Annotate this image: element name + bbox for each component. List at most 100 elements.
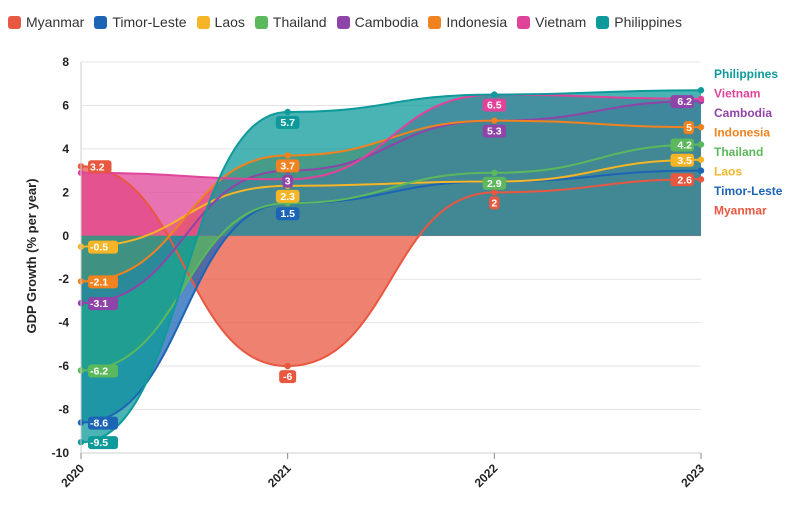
- legend-swatch: [94, 15, 108, 29]
- point-philippines: [284, 108, 291, 116]
- legend: Myanmar Timor-Leste Laos Thailand Cambodia In…: [8, 14, 692, 30]
- point-laos: [697, 156, 705, 163]
- legend-item-timor-leste[interactable]: Timor-Leste: [94, 14, 187, 30]
- y-tick-label: -8: [58, 403, 69, 417]
- x-tick-label: 2021: [265, 461, 294, 490]
- point-myanmar: [284, 362, 291, 370]
- x-tick-label: 2023: [678, 461, 707, 490]
- point-timor-leste: [697, 167, 705, 174]
- data-label: 5: [686, 122, 692, 134]
- data-label: 2: [491, 197, 497, 209]
- point-thailand: [491, 169, 498, 176]
- data-label-bg: [88, 416, 118, 430]
- legend-label: Cambodia: [354, 14, 419, 30]
- data-label-bg: [482, 124, 507, 138]
- point-indonesia: [284, 152, 291, 159]
- legend-item-vietnam[interactable]: Vietnam: [517, 14, 586, 30]
- data-label: 3.5: [677, 155, 692, 167]
- legend-label: Indonesia: [446, 14, 508, 30]
- legend-item-cambodia[interactable]: Cambodia: [336, 14, 419, 30]
- data-label: -0.5: [90, 242, 108, 254]
- point-philippines: [491, 91, 498, 98]
- end-label-indonesia: Indonesia: [714, 126, 770, 140]
- end-label-timor-leste: Timor-Leste: [714, 184, 783, 198]
- legend-swatch: [336, 15, 350, 29]
- data-label-bg: [670, 153, 694, 167]
- point-myanmar: [491, 189, 498, 196]
- end-label-thailand: Thailand: [714, 145, 763, 159]
- data-label: -3.1: [90, 298, 108, 310]
- legend-swatch: [596, 15, 610, 29]
- x-tick-label: 2022: [472, 461, 501, 490]
- legend-item-indonesia[interactable]: Indonesia: [428, 14, 507, 30]
- y-tick-label: 6: [62, 98, 69, 112]
- data-label-bg: [88, 436, 118, 450]
- data-label: 3.2: [90, 161, 105, 173]
- legend-item-laos[interactable]: Laos: [196, 14, 245, 30]
- y-tick-label: 0: [62, 229, 69, 243]
- data-label-bg: [88, 160, 112, 174]
- line-laos: [80, 158, 702, 248]
- data-label-bg: [683, 121, 694, 135]
- data-label-bg: [670, 138, 694, 152]
- data-label: -6: [283, 371, 292, 383]
- point-philippines: [697, 87, 705, 94]
- point-indonesia: [697, 123, 705, 131]
- data-label-bg: [279, 370, 297, 384]
- end-label-vietnam: Vietnam: [714, 87, 760, 101]
- data-label: 2.6: [677, 174, 692, 186]
- line-philippines: [80, 89, 702, 444]
- legend-item-thailand[interactable]: Thailand: [254, 14, 327, 30]
- point-indonesia: [491, 117, 498, 124]
- end-label-cambodia: Cambodia: [714, 106, 772, 120]
- data-label-bg: [670, 95, 694, 109]
- x-tick-label: 2020: [58, 461, 87, 490]
- legend-item-philippines[interactable]: Philippines: [596, 14, 682, 30]
- data-label-bg: [275, 207, 300, 221]
- data-label-bg: [489, 196, 500, 210]
- legend-label: Myanmar: [26, 14, 85, 30]
- point-thailand: [697, 141, 705, 148]
- y-tick-label: -10: [52, 446, 70, 460]
- point-myanmar: [697, 176, 705, 183]
- data-label: 6.2: [677, 96, 692, 108]
- y-axis-label: GDP Growth (% per year): [24, 178, 39, 333]
- legend-label: Thailand: [272, 14, 327, 30]
- data-label: 1.5: [280, 208, 295, 220]
- y-tick-label: 4: [62, 142, 69, 156]
- data-label-bg: [482, 176, 507, 190]
- data-label: -8.6: [90, 418, 108, 430]
- data-label: 6.5: [487, 100, 502, 112]
- y-tick-label: -6: [58, 359, 69, 373]
- data-label-bg: [670, 173, 694, 187]
- legend-label: Vietnam: [535, 14, 587, 30]
- legend-swatch: [428, 15, 442, 29]
- series-areas: [81, 90, 701, 443]
- line-vietnam: [80, 93, 702, 181]
- data-label: -9.5: [90, 437, 108, 449]
- y-tick-label: -4: [58, 316, 69, 330]
- line-myanmar: [80, 165, 702, 368]
- legend-swatch: [517, 15, 531, 29]
- legend-item-myanmar[interactable]: Myanmar: [8, 14, 84, 30]
- legend-swatch: [254, 15, 268, 29]
- data-label-bg: [275, 189, 300, 203]
- data-label-bg: [88, 240, 118, 254]
- data-label-bg: [482, 98, 507, 112]
- data-label-bg: [275, 159, 300, 173]
- legend-label: Timor-Leste: [112, 14, 187, 30]
- data-labels: 3.2 -6 2 2.6 -8.6 1.5 -0.5 2.3 3.5 -6.2 2.9 4.2 -3.1…: [88, 95, 694, 450]
- line-timor-leste: [80, 169, 702, 424]
- data-label: 5.3: [487, 126, 502, 138]
- data-label-bg: [282, 174, 293, 188]
- legend-swatch: [196, 15, 210, 29]
- data-label: -6.2: [90, 365, 108, 377]
- end-label-philippines: Philippines: [714, 67, 778, 81]
- line-cambodia: [80, 100, 702, 305]
- data-label: 3: [285, 176, 291, 188]
- end-label-myanmar: Myanmar: [714, 204, 767, 218]
- data-label: 3.7: [280, 160, 295, 172]
- data-label: -2.1: [90, 276, 108, 288]
- data-label-bg: [88, 364, 118, 378]
- data-label: 5.7: [280, 117, 295, 129]
